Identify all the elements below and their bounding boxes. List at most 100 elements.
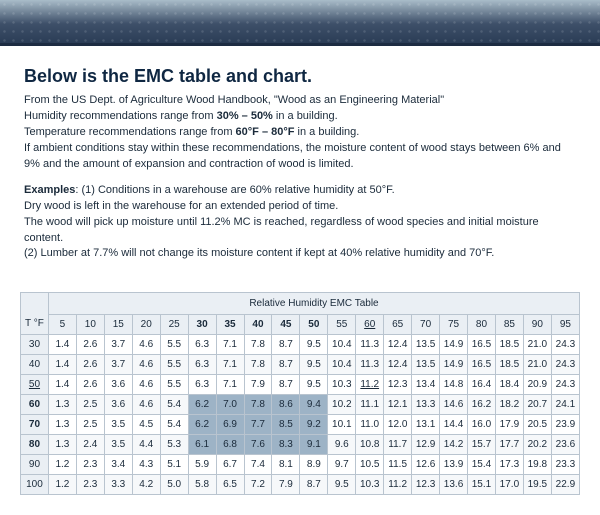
emc-cell: 5.5 <box>160 375 188 395</box>
emc-cell: 1.2 <box>48 455 76 475</box>
emc-table-body: 301.42.63.74.65.56.37.17.88.79.510.411.3… <box>21 335 580 495</box>
emc-cell: 14.8 <box>440 375 468 395</box>
emc-cell: 3.6 <box>104 375 132 395</box>
table-corner-label: T °F <box>21 293 49 335</box>
rh-header-row: 5101520253035404550556065707580859095 <box>21 315 580 335</box>
emc-cell: 8.9 <box>300 455 328 475</box>
emc-cell: 6.3 <box>188 355 216 375</box>
emc-cell: 9.1 <box>300 435 328 455</box>
table-row: 801.32.43.54.45.36.16.87.68.39.19.610.81… <box>21 435 580 455</box>
emc-cell: 20.9 <box>523 375 551 395</box>
emc-cell: 15.1 <box>468 475 496 495</box>
emc-cell: 9.7 <box>328 455 356 475</box>
emc-cell: 1.4 <box>48 355 76 375</box>
emc-cell: 10.3 <box>356 475 384 495</box>
emc-cell: 4.5 <box>132 415 160 435</box>
emc-cell: 11.3 <box>356 355 384 375</box>
emc-cell: 10.1 <box>328 415 356 435</box>
rh-col-header: 60 <box>356 315 384 335</box>
emc-cell: 21.0 <box>523 355 551 375</box>
emc-cell: 4.6 <box>132 375 160 395</box>
emc-cell: 12.9 <box>412 435 440 455</box>
emc-cell: 6.8 <box>216 435 244 455</box>
emc-cell: 19.8 <box>523 455 551 475</box>
emc-cell: 7.1 <box>216 355 244 375</box>
emc-cell: 3.3 <box>104 475 132 495</box>
emc-cell: 2.6 <box>76 335 104 355</box>
emc-cell: 9.6 <box>328 435 356 455</box>
table-row: 601.32.53.64.65.46.27.07.88.69.410.211.1… <box>21 395 580 415</box>
emc-cell: 14.9 <box>440 335 468 355</box>
emc-cell: 20.2 <box>523 435 551 455</box>
temp-row-header: 40 <box>21 355 49 375</box>
intro-paragraph: From the US Dept. of Agriculture Wood Ha… <box>24 93 576 173</box>
emc-cell: 11.2 <box>384 475 412 495</box>
rh-col-header: 20 <box>132 315 160 335</box>
emc-cell: 3.7 <box>104 335 132 355</box>
rh-col-header: 75 <box>440 315 468 335</box>
rh-col-header: 90 <box>523 315 551 335</box>
emc-cell: 1.3 <box>48 435 76 455</box>
emc-cell: 8.5 <box>272 415 300 435</box>
emc-cell: 12.3 <box>412 475 440 495</box>
rh-col-header: 95 <box>551 315 579 335</box>
emc-cell: 13.3 <box>412 395 440 415</box>
emc-cell: 16.0 <box>468 415 496 435</box>
emc-cell: 20.5 <box>523 415 551 435</box>
temp-row-header: 50 <box>21 375 49 395</box>
emc-table: T °F Relative Humidity EMC Table 5101520… <box>20 292 580 495</box>
emc-cell: 11.2 <box>356 375 384 395</box>
emc-cell: 23.9 <box>551 415 579 435</box>
rh-col-header: 70 <box>412 315 440 335</box>
emc-cell: 11.3 <box>356 335 384 355</box>
emc-cell: 14.9 <box>440 355 468 375</box>
emc-cell: 17.0 <box>495 475 523 495</box>
emc-cell: 11.7 <box>384 435 412 455</box>
emc-cell: 18.4 <box>495 375 523 395</box>
emc-cell: 17.7 <box>495 435 523 455</box>
emc-cell: 6.3 <box>188 335 216 355</box>
emc-cell: 7.7 <box>244 415 272 435</box>
temp-row-header: 60 <box>21 395 49 415</box>
emc-cell: 13.1 <box>412 415 440 435</box>
emc-cell: 8.7 <box>300 475 328 495</box>
rh-col-header: 15 <box>104 315 132 335</box>
emc-cell: 7.4 <box>244 455 272 475</box>
emc-cell: 13.4 <box>412 375 440 395</box>
emc-cell: 2.6 <box>76 375 104 395</box>
emc-cell: 3.4 <box>104 455 132 475</box>
emc-cell: 7.8 <box>244 335 272 355</box>
emc-cell: 10.3 <box>328 375 356 395</box>
emc-cell: 16.4 <box>468 375 496 395</box>
emc-cell: 17.9 <box>495 415 523 435</box>
emc-cell: 12.3 <box>384 375 412 395</box>
water-drops-banner <box>0 0 600 46</box>
emc-cell: 1.4 <box>48 375 76 395</box>
rh-col-header: 45 <box>272 315 300 335</box>
emc-cell: 14.2 <box>440 435 468 455</box>
rh-col-header: 65 <box>384 315 412 335</box>
emc-cell: 2.5 <box>76 415 104 435</box>
emc-cell: 1.2 <box>48 475 76 495</box>
emc-cell: 7.0 <box>216 395 244 415</box>
emc-cell: 15.7 <box>468 435 496 455</box>
rh-col-header: 25 <box>160 315 188 335</box>
rh-col-header: 40 <box>244 315 272 335</box>
emc-cell: 7.6 <box>244 435 272 455</box>
emc-cell: 3.5 <box>104 415 132 435</box>
emc-cell: 5.0 <box>160 475 188 495</box>
emc-cell: 6.9 <box>216 415 244 435</box>
table-row: 1001.22.33.34.25.05.86.57.27.98.79.510.3… <box>21 475 580 495</box>
emc-cell: 12.1 <box>384 395 412 415</box>
emc-cell: 23.3 <box>551 455 579 475</box>
emc-cell: 5.5 <box>160 335 188 355</box>
emc-cell: 13.5 <box>412 335 440 355</box>
temp-row-header: 70 <box>21 415 49 435</box>
emc-cell: 8.6 <box>272 395 300 415</box>
document-body: Below is the EMC table and chart. From t… <box>0 46 600 292</box>
emc-cell: 10.4 <box>328 355 356 375</box>
emc-cell: 24.3 <box>551 375 579 395</box>
emc-cell: 22.9 <box>551 475 579 495</box>
emc-cell: 5.3 <box>160 435 188 455</box>
table-row: 301.42.63.74.65.56.37.17.88.79.510.411.3… <box>21 335 580 355</box>
